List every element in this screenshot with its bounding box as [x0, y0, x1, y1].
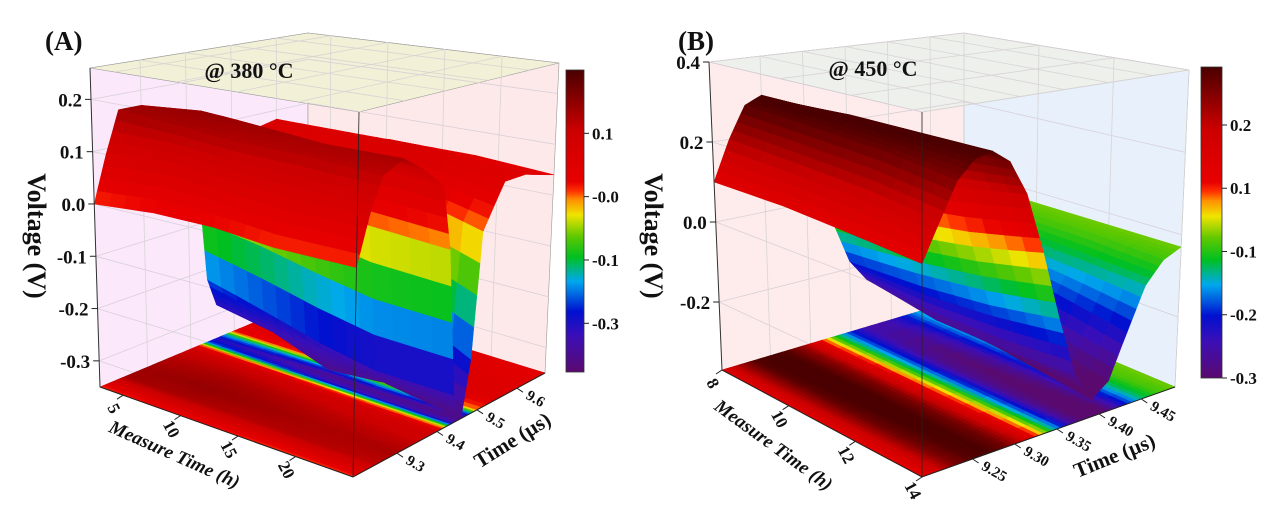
colorbar-tick-label: 0.1	[592, 124, 613, 143]
y-tick-label: 20	[274, 458, 299, 482]
x-axis-title-a: Time (µs)	[470, 407, 555, 473]
x-gridline	[139, 59, 405, 368]
colorbar-tick-label: 0.2	[1230, 116, 1251, 135]
x-tick-label: 9.30	[1021, 444, 1052, 471]
colorbar-tick-label: -0.3	[1230, 369, 1257, 388]
z-tick-label: 0.4	[676, 53, 700, 74]
surface-cell	[429, 243, 452, 287]
z-tick-label: 0.2	[58, 90, 82, 111]
colorbar-tick-label: -0.0	[592, 188, 619, 207]
surface-cell	[413, 346, 435, 390]
y-gridline	[297, 55, 503, 357]
surface-cell	[393, 340, 415, 384]
x-tick-label: 9.25	[979, 459, 1010, 486]
x-tick	[1056, 428, 1064, 434]
surface-cell	[358, 291, 375, 335]
x-tick-label: 9.45	[1147, 399, 1178, 426]
x-tick-label: 9.4	[443, 431, 468, 454]
colorbar-tick-label: -0.3	[592, 314, 619, 333]
surface-cell	[372, 298, 395, 342]
x-tick	[1098, 413, 1106, 419]
surface-cell	[431, 316, 454, 360]
annotation-temperature-a: @ 380 °C	[204, 58, 293, 83]
panel-label-a: (A)	[45, 26, 82, 56]
z-tick-label: 0.0	[62, 195, 86, 216]
x-tick-label: 9.5	[483, 409, 507, 432]
surface-cell	[432, 352, 455, 396]
y-tick	[849, 440, 856, 446]
panel-label-b: (B)	[678, 26, 714, 56]
y-tick-label: 12	[834, 443, 859, 467]
x-tick	[1140, 398, 1148, 404]
surface-cell	[344, 285, 361, 329]
z-tick-label: -0.1	[57, 247, 87, 268]
x-tick	[516, 387, 524, 393]
x-tick	[476, 409, 484, 415]
x-tick-label: 9.3	[403, 453, 427, 476]
colorbar-tick-label: -0.1	[592, 251, 619, 270]
z-axis-title-b: Voltage (V)	[639, 173, 668, 298]
y-gridline	[921, 69, 1190, 388]
x-tick	[396, 452, 404, 458]
surface-cell	[369, 225, 392, 269]
y-tick-label: 15	[216, 438, 241, 462]
x-gridline	[184, 52, 447, 349]
surface-cell	[409, 237, 432, 281]
y-tick-label: 10	[159, 417, 184, 441]
surface-cell	[335, 249, 361, 268]
surface-cell	[373, 334, 396, 378]
surface-cell	[904, 245, 927, 265]
y-tick	[174, 415, 181, 421]
surface-cell	[430, 279, 453, 323]
x-tick	[972, 458, 979, 464]
y-tick	[289, 456, 296, 461]
y-tick-label: 8	[702, 375, 723, 391]
y-tick	[782, 405, 789, 411]
z-tick-label: -0.2	[680, 293, 710, 314]
z-tick-label: 0.1	[60, 143, 84, 164]
y-tick	[915, 476, 923, 482]
surface-cell	[412, 310, 434, 354]
surface-cell	[410, 273, 433, 317]
surface-cell	[356, 255, 373, 299]
surface-cell	[390, 267, 413, 311]
y-tick	[116, 394, 124, 400]
surface-cell	[392, 304, 414, 348]
z-tick-label: -0.2	[58, 300, 88, 321]
colorbar	[1200, 66, 1223, 379]
annotation-temperature-b: @ 450 °C	[828, 56, 917, 81]
colorbar-tick-label: 0.1	[1230, 179, 1251, 198]
surface-cell	[370, 261, 393, 305]
y-tick-label: 5	[103, 400, 124, 416]
y-tick-label: 10	[767, 407, 792, 431]
surface-cell	[389, 231, 412, 275]
y-tick	[231, 435, 239, 441]
colorbar-tick-label: -0.1	[1230, 242, 1257, 261]
z-axis-line	[708, 61, 723, 371]
z-axis-title-a: Voltage (V)	[22, 173, 51, 298]
z-axis-line	[89, 67, 101, 388]
z-tick-label: -0.3	[60, 352, 90, 373]
z-tick-label: 0.0	[683, 213, 707, 234]
x-tick	[1014, 443, 1022, 449]
x-tick-label: 9.6	[523, 388, 548, 411]
colorbar	[565, 69, 585, 373]
x-tick	[436, 431, 444, 436]
z-tick-label: 0.2	[680, 133, 704, 154]
floor-front-edges	[99, 372, 546, 478]
panel-b-surface-plot: -0.20.00.20.481012149.259.309.359.409.45…	[676, 32, 1257, 503]
y-tick	[715, 369, 723, 375]
y-tick-label: 14	[900, 478, 925, 502]
panel-a-surface-plot: -0.3 -0.2 -0.1 0.0 0.1 0.2 5 10 15 20 9.3 9.4 9.5 9.6…	[57, 32, 619, 482]
x-tick-label: 9.35	[1063, 429, 1094, 456]
front-vertical-edge	[352, 111, 360, 478]
colorbar-tick-label: -0.2	[1230, 306, 1257, 325]
